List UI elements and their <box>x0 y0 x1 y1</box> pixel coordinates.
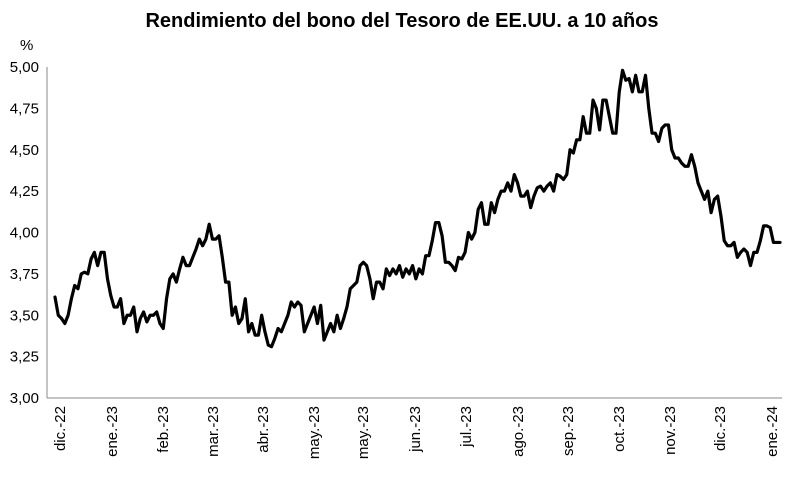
x-tick-label: dic.-22 <box>52 406 69 451</box>
x-tick-label: nov.-23 <box>662 406 679 455</box>
x-tick-label: mar.-23 <box>205 406 222 457</box>
x-tick-label: may.-23 <box>355 406 372 459</box>
y-tick-label: 4,25 <box>10 183 39 200</box>
y-tick-label: 4,00 <box>10 225 39 242</box>
y-tick-label: 3,50 <box>10 307 39 324</box>
x-tick-label: abr.-23 <box>255 406 272 453</box>
y-tick-label: 4,75 <box>10 100 39 117</box>
y-tick-label: 3,75 <box>10 266 39 283</box>
x-tick-label: oct.-23 <box>611 406 628 452</box>
y-tick-label: 3,25 <box>10 349 39 366</box>
x-tick-label: dic.-23 <box>712 406 729 451</box>
x-tick-label: feb.-23 <box>155 406 172 453</box>
y-tick-label: 5,00 <box>10 59 39 76</box>
x-tick-label: ene.-23 <box>104 406 121 457</box>
x-tick-label: jul.-23 <box>458 406 475 448</box>
x-tick-label: sep.-23 <box>560 406 577 456</box>
x-tick-label: ene.-24 <box>764 406 781 457</box>
y-tick-label: 4,50 <box>10 142 39 159</box>
chart-title: Rendimiento del bono del Tesoro de EE.UU… <box>145 10 658 32</box>
x-tick-label: ago.-23 <box>510 406 527 457</box>
y-tick-label: 3,00 <box>10 390 39 407</box>
y-axis-ticks: 3,00 3,25 3,50 3,75 4,00 4,25 4,50 4,75 5,00 <box>10 59 39 407</box>
x-tick-label: may.-23 <box>306 406 323 459</box>
x-tick-label: jun.-23 <box>407 406 424 453</box>
series-line <box>53 68 782 349</box>
y-axis-unit: % <box>20 37 33 54</box>
x-axis-ticks: dic.-22 ene.-23 feb.-23 mar.-23 abr.-23 may.-… <box>52 406 781 459</box>
